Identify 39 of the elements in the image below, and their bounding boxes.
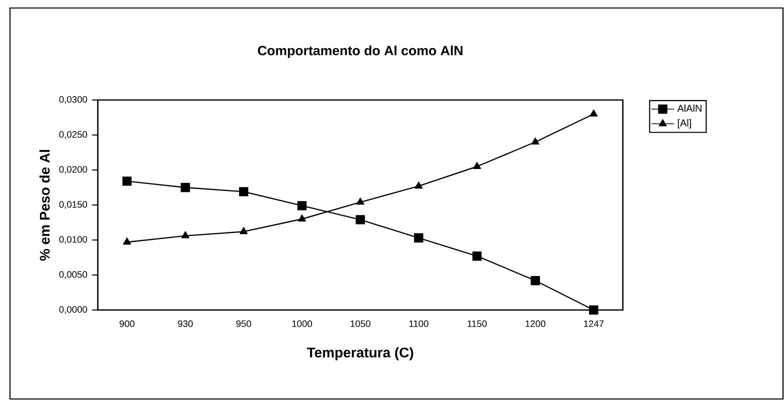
legend-label: [Al]: [678, 119, 691, 128]
y-tick-label: 0,0050: [59, 271, 88, 279]
y-tick-label: 0,0250: [59, 131, 88, 139]
y-axis-title: % em Peso de Al: [39, 150, 50, 261]
x-tick-label: 1100: [409, 320, 428, 327]
point: [472, 162, 482, 169]
point: [181, 231, 190, 238]
point: [239, 187, 248, 196]
y-tick-label: 0,0200: [59, 166, 88, 174]
point: [298, 214, 306, 222]
x-tick-label: 1150: [468, 320, 487, 327]
x-tick-label: 1200: [526, 320, 546, 327]
chart-title: Comportamento do Al como AlN: [258, 46, 462, 58]
x-tick-label: 950: [236, 320, 252, 327]
point: [531, 137, 540, 144]
x-tick-label: 900: [120, 320, 134, 327]
x-tick-label: 1000: [292, 320, 312, 327]
point: [240, 227, 248, 234]
y-tick-label: 0,0100: [59, 236, 88, 244]
legend-label: AlAlN: [677, 104, 702, 112]
x-tick-label: 1247: [584, 320, 604, 327]
point: [414, 233, 424, 242]
point: [414, 181, 423, 189]
point: [180, 182, 190, 192]
x-tick-label: 1050: [350, 320, 370, 327]
point: [589, 305, 598, 315]
y-tick-label: 0,0000: [59, 306, 88, 314]
y-tick-label: 0,0150: [59, 201, 88, 209]
y-tick-label: 0,0300: [59, 96, 88, 104]
point: [356, 215, 365, 224]
point: [590, 109, 598, 116]
x-axis-title: Temperatura (C): [306, 347, 414, 360]
point: [530, 276, 540, 286]
point: [297, 201, 307, 210]
point: [122, 237, 132, 245]
point: [122, 176, 132, 186]
point: [356, 198, 364, 205]
x-tick-label: 930: [178, 320, 193, 327]
point: [472, 251, 482, 261]
